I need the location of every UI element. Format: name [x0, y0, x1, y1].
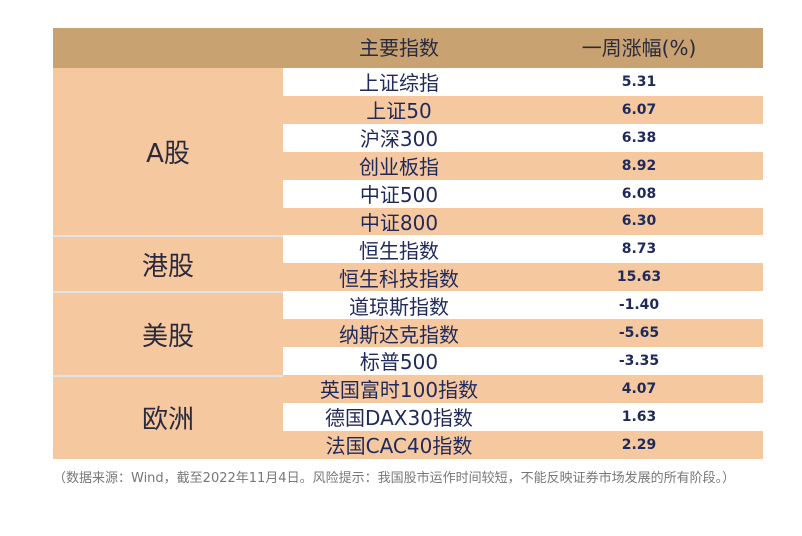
weekly-change: -5.65 — [618, 325, 660, 342]
weekly-change: 5.31 — [621, 73, 657, 90]
table-row: 中证800 6.30 — [283, 207, 763, 236]
table-header: 主要指数 一周涨幅(%) — [53, 28, 763, 68]
table-row: 恒生指数 8.73 — [283, 235, 763, 264]
table-row: 标普500 -3.35 — [283, 347, 763, 375]
table-row: 沪深300 6.38 — [283, 123, 763, 152]
weekly-change: -1.40 — [618, 297, 660, 314]
source-note: （数据来源：Wind，截至2022年11月4日。风险提示：我国股市运作时间较短，… — [53, 471, 736, 486]
index-name: 中证800 — [359, 210, 439, 235]
table-row: 道琼斯指数 -1.40 — [283, 291, 763, 320]
weekly-change: 6.08 — [621, 185, 657, 202]
index-name: 上证综指 — [359, 71, 439, 96]
table-row: 法国CAC40指数 2.29 — [283, 430, 763, 459]
weekly-change: 6.30 — [621, 213, 657, 230]
weekly-change: 4.07 — [621, 380, 657, 397]
header-index: 主要指数 — [359, 36, 439, 60]
index-name: 道琼斯指数 — [349, 294, 449, 319]
weekly-change: -3.35 — [618, 352, 660, 369]
index-name: 恒生科技指数 — [339, 266, 459, 291]
index-name: 标普500 — [359, 350, 439, 375]
weekly-change: 2.29 — [621, 436, 657, 453]
table-row: 上证50 6.07 — [283, 95, 763, 124]
index-name: 上证50 — [366, 99, 432, 124]
table-row: 德国DAX30指数 1.63 — [283, 402, 763, 431]
weekly-change: 6.07 — [621, 101, 657, 118]
index-name: 沪深300 — [359, 127, 439, 152]
index-name: 纳斯达克指数 — [339, 322, 459, 347]
table-row: 创业板指 8.92 — [283, 151, 763, 180]
table-row: 英国富时100指数 4.07 — [283, 374, 763, 403]
table-row: 恒生科技指数 15.63 — [283, 263, 763, 292]
index-name: 英国富时100指数 — [319, 378, 479, 403]
weekly-change: 15.63 — [616, 269, 662, 286]
table-row: 纳斯达克指数 -5.65 — [283, 319, 763, 347]
region-cell: 欧洲 — [53, 374, 283, 459]
index-name: 德国DAX30指数 — [325, 406, 473, 431]
region-cell: A股 — [53, 68, 283, 236]
index-name: 恒生指数 — [359, 238, 439, 263]
weekly-change: 6.38 — [621, 129, 657, 146]
weekly-change: 8.73 — [621, 241, 657, 258]
table-row: 上证综指 5.31 — [283, 68, 763, 96]
index-name: 中证500 — [359, 183, 439, 208]
index-name: 创业板指 — [359, 155, 439, 180]
region-cell: 港股 — [53, 235, 283, 292]
weekly-change: 1.63 — [621, 408, 657, 425]
header-change: 一周涨幅(%) — [581, 36, 697, 60]
region-cell: 美股 — [53, 291, 283, 375]
weekly-change: 8.92 — [621, 157, 657, 174]
table-row: 中证500 6.08 — [283, 179, 763, 208]
index-name: 法国CAC40指数 — [325, 434, 473, 459]
